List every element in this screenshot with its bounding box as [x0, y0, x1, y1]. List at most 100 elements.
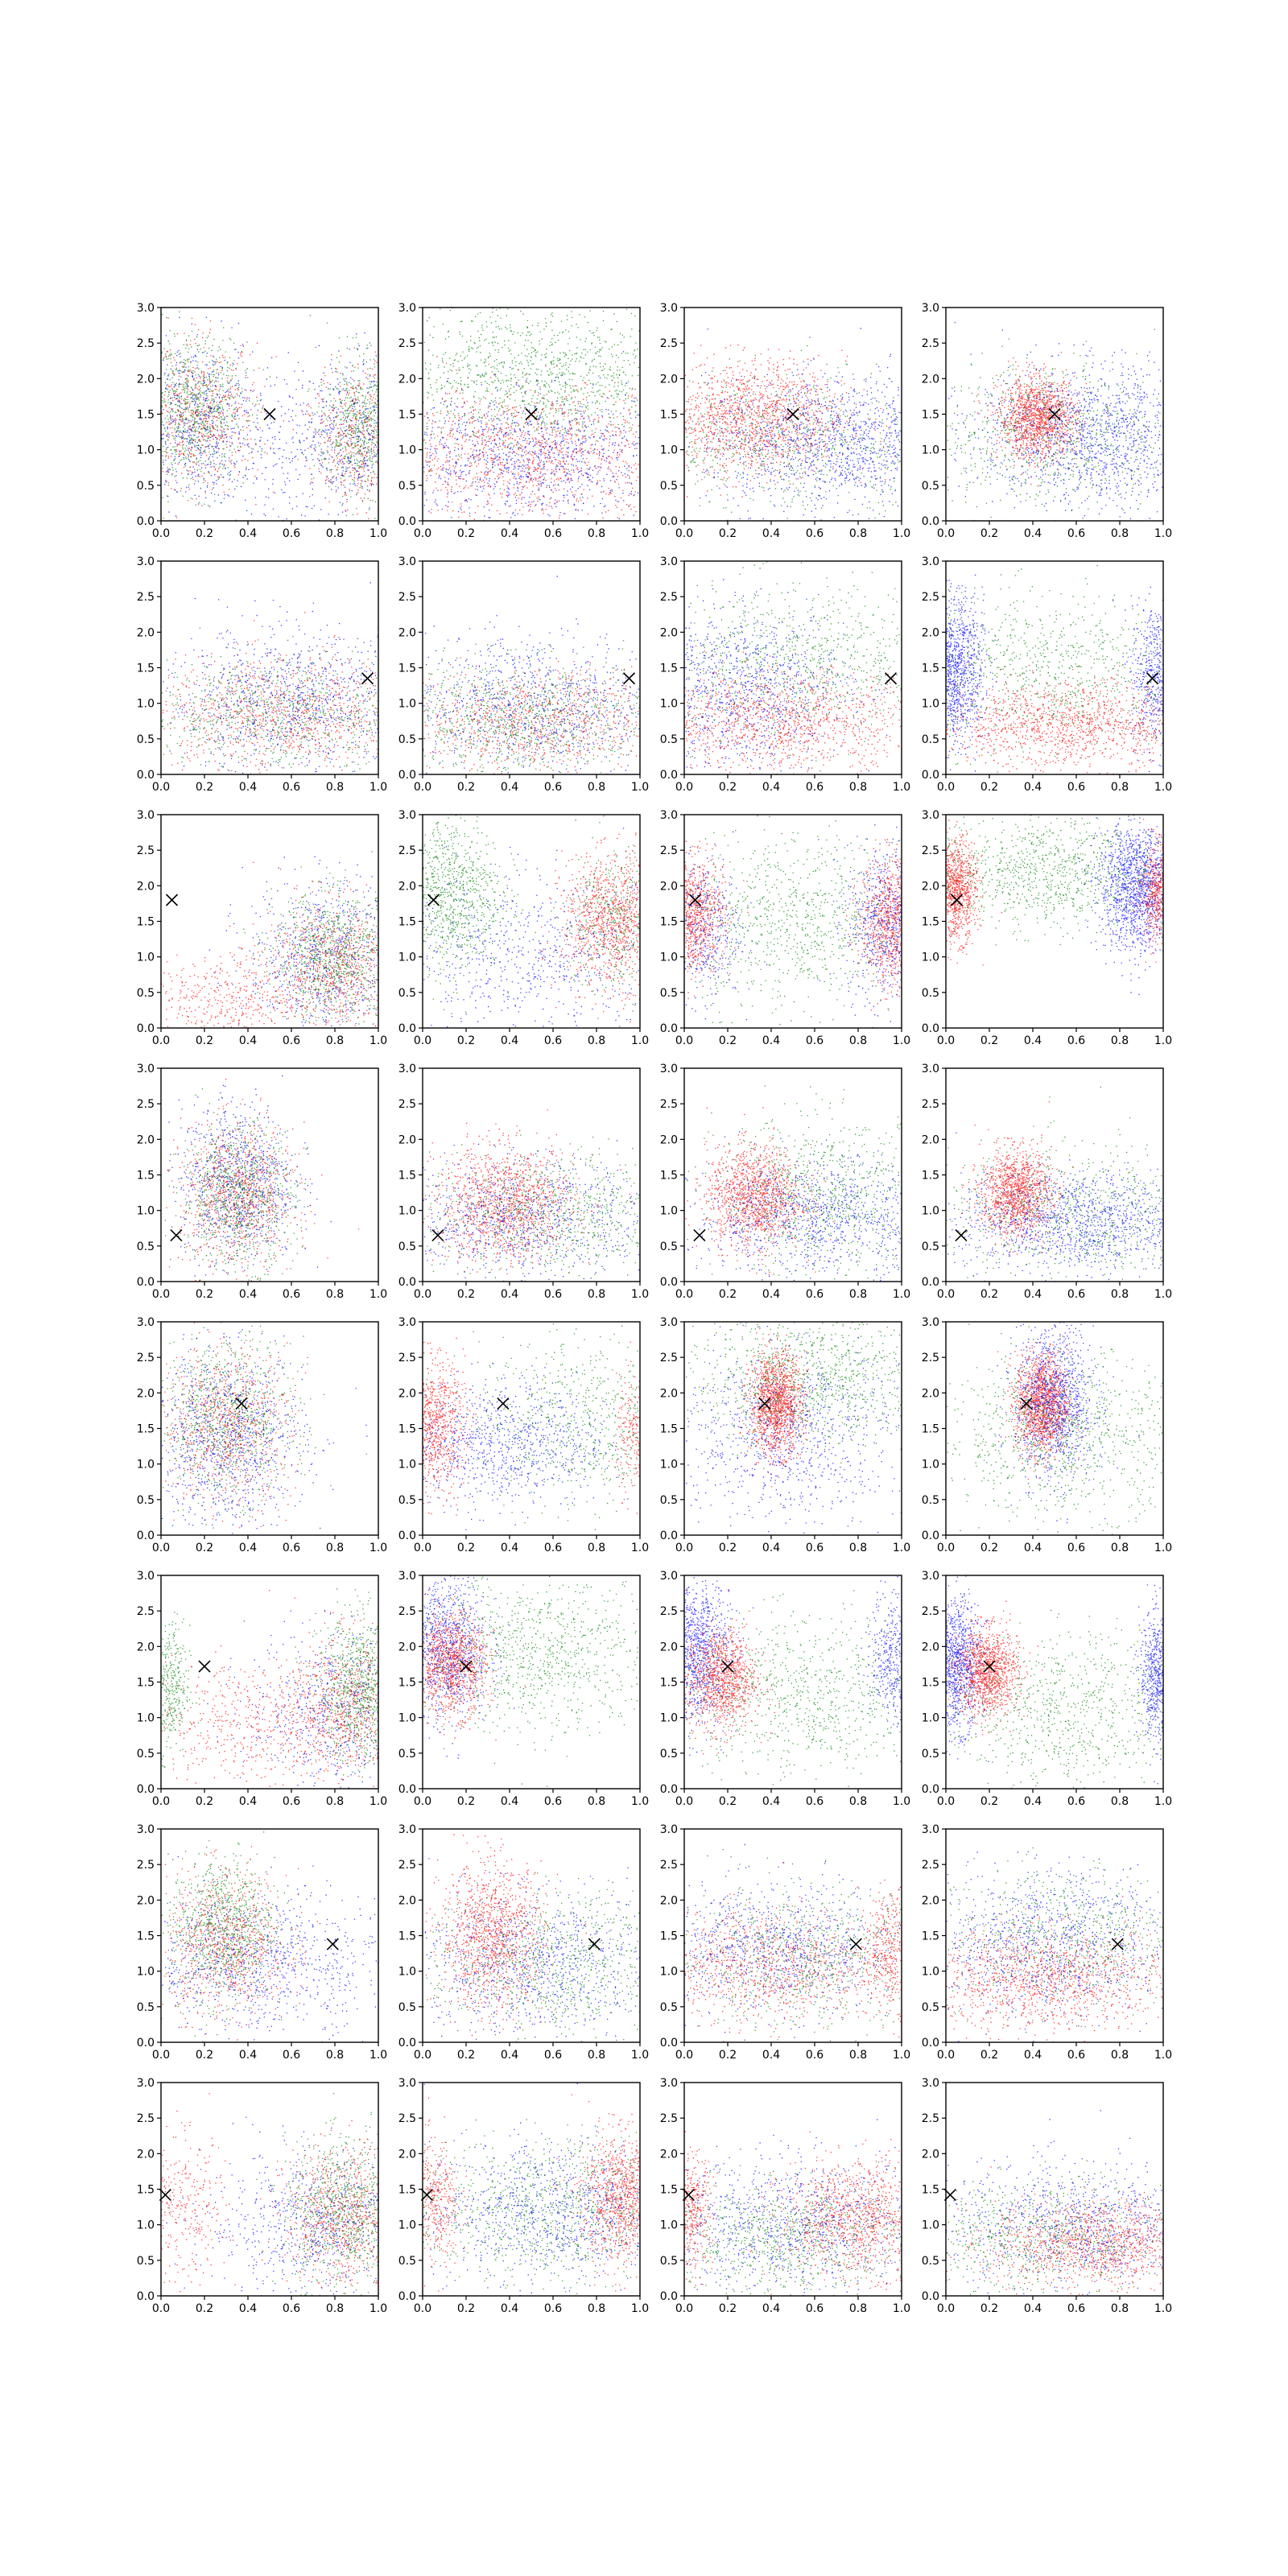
subplot-r6-c3: 0.0 0.2 0.4 0.6 0.8 1.00.00.51.01.52.02.53.0	[922, 1823, 1172, 2062]
y-tick-label: 2.5	[922, 1859, 939, 1872]
x-tick-label: 0.4	[239, 1795, 257, 1808]
x-tick-label: 0.6	[1067, 2302, 1085, 2315]
y-tick-label: 2.5	[137, 1098, 155, 1111]
y-tick-label: 0.0	[137, 2037, 155, 2050]
scatter-series-red-0	[555, 2095, 641, 2292]
y-tick-label: 0.5	[660, 733, 678, 746]
scatter-series-blue-0	[423, 1575, 514, 1759]
y-tick-label: 1.0	[922, 698, 939, 711]
x-tick-label: 0.0	[937, 781, 955, 794]
y-tick-label: 0.5	[660, 480, 678, 493]
y-tick-label: 3.0	[660, 1316, 678, 1329]
scatter-series-blue-1	[947, 1852, 1165, 2042]
y-tick-label: 0.5	[922, 733, 939, 746]
y-tick-label: 3.0	[660, 302, 678, 315]
x-tick-label: 0.8	[588, 527, 605, 540]
scatter-points	[686, 1322, 902, 1535]
y-tick-label: 2.0	[398, 1894, 416, 1907]
x-tick-label: 0.4	[1024, 1542, 1042, 1554]
x-tick-label: 0.2	[719, 781, 737, 794]
scatter-series-green-1	[686, 1322, 902, 1488]
scatter-series-blue-0	[946, 575, 1000, 772]
reference-marker-x	[624, 673, 635, 684]
x-tick-label: 0.8	[588, 781, 605, 794]
y-tick-label: 2.5	[922, 1352, 939, 1364]
scatter-series-green-0	[686, 562, 903, 775]
y-tick-label: 2.0	[922, 880, 939, 893]
scatter-series-blue-1	[997, 1322, 1140, 1523]
y-tick-label: 1.5	[922, 1677, 939, 1690]
x-tick-label: 1.0	[1154, 2049, 1172, 2062]
x-tick-label: 1.0	[893, 1288, 910, 1301]
y-tick-label: 1.5	[660, 1423, 678, 1436]
x-tick-label: 1.0	[369, 2049, 387, 2062]
x-tick-label: 0.6	[544, 527, 562, 540]
y-tick-label: 3.0	[922, 1570, 939, 1583]
x-tick-label: 0.8	[849, 781, 867, 794]
x-tick-label: 1.0	[631, 781, 649, 794]
scatter-series-green-2	[423, 1872, 642, 2043]
y-tick-label: 0.0	[137, 2290, 155, 2303]
x-tick-label: 0.2	[457, 1288, 475, 1301]
y-tick-label: 0.5	[660, 1241, 678, 1253]
y-tick-label: 0.0	[398, 769, 416, 782]
y-tick-label: 1.5	[137, 1677, 155, 1690]
x-tick-label: 0.4	[1024, 527, 1042, 540]
x-tick-label: 0.8	[326, 1795, 344, 1808]
y-tick-label: 1.0	[922, 1712, 939, 1725]
subplot-r6-c0: 0.0 0.2 0.4 0.6 0.8 1.00.00.51.01.52.02.53.0	[137, 1823, 387, 2062]
y-tick-label: 3.0	[660, 1570, 678, 1583]
x-tick-label: 0.2	[457, 2302, 475, 2315]
y-tick-label: 0.5	[137, 987, 155, 1000]
y-tick-label: 1.0	[922, 952, 939, 964]
subplot-r2-c3: 0.0 0.2 0.4 0.6 0.8 1.00.00.51.01.52.02.53.0	[922, 809, 1172, 1047]
reference-marker-x	[588, 1938, 600, 1950]
x-tick-label: 0.0	[414, 2302, 431, 2315]
x-tick-label: 1.0	[631, 1795, 649, 1808]
y-tick-label: 0.5	[922, 987, 939, 1000]
x-tick-label: 1.0	[369, 2302, 387, 2315]
y-tick-label: 1.0	[137, 1459, 155, 1472]
x-tick-label: 0.2	[980, 1288, 998, 1301]
x-tick-label: 1.0	[631, 1034, 649, 1047]
y-tick-label: 2.5	[398, 2112, 416, 2125]
x-tick-label: 0.2	[457, 2049, 475, 2062]
scatter-series-green-2	[423, 1576, 641, 1787]
scatter-series-green-3	[685, 2161, 902, 2297]
y-tick-label: 2.5	[398, 337, 416, 350]
y-tick-label: 0.5	[398, 987, 416, 1000]
y-tick-label: 3.0	[398, 2077, 416, 2090]
x-tick-label: 0.2	[196, 2049, 213, 2062]
scatter-points	[947, 1322, 1163, 1534]
scatter-series-red-0	[946, 1896, 1163, 2041]
scatter-series-red-3	[423, 2098, 469, 2292]
x-tick-label: 0.6	[806, 2302, 824, 2315]
x-tick-label: 1.0	[369, 1795, 387, 1808]
y-tick-label: 2.0	[398, 626, 416, 639]
y-tick-label: 1.5	[398, 1677, 416, 1690]
y-tick-label: 1.0	[137, 2219, 155, 2232]
x-tick-label: 0.8	[1111, 527, 1129, 540]
axes-frame	[946, 561, 1163, 774]
x-tick-label: 0.0	[937, 2049, 955, 2062]
scatter-points	[161, 312, 379, 521]
y-tick-label: 3.0	[660, 555, 678, 568]
x-tick-label: 0.8	[1111, 1795, 1129, 1808]
x-tick-label: 0.8	[588, 1288, 605, 1301]
scatter-series-blue-2	[423, 576, 641, 774]
y-tick-label: 3.0	[398, 1316, 416, 1329]
y-tick-label: 2.5	[137, 591, 155, 604]
y-tick-label: 2.5	[137, 1352, 155, 1364]
reference-marker-x	[694, 1230, 705, 1241]
y-tick-label: 3.0	[922, 1823, 939, 1836]
y-tick-label: 1.5	[660, 2184, 678, 2197]
y-tick-label: 3.0	[922, 1316, 939, 1329]
x-tick-label: 0.2	[196, 2302, 213, 2315]
x-tick-label: 0.8	[326, 1542, 344, 1554]
y-tick-label: 0.0	[137, 1022, 155, 1035]
y-tick-label: 3.0	[922, 809, 939, 822]
y-tick-label: 2.0	[922, 373, 939, 386]
y-tick-label: 3.0	[137, 1570, 155, 1583]
y-tick-label: 1.5	[137, 409, 155, 422]
y-tick-label: 0.0	[660, 1530, 678, 1542]
